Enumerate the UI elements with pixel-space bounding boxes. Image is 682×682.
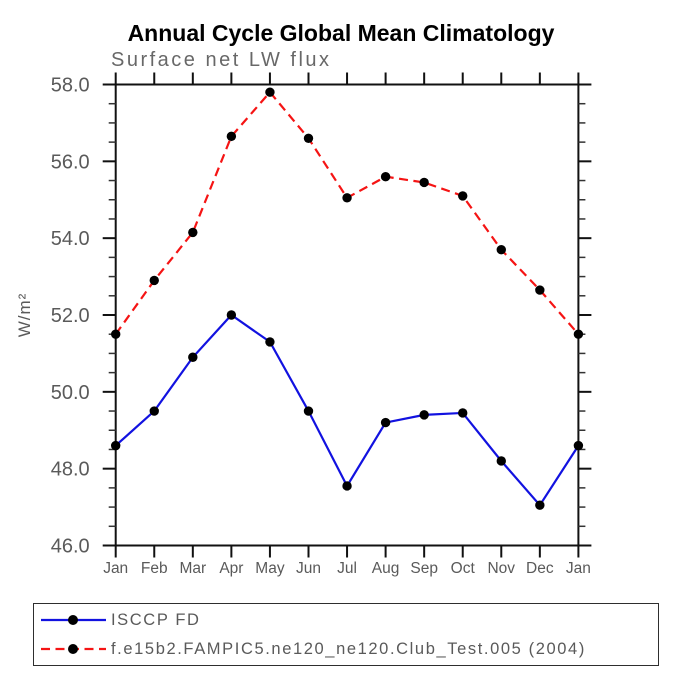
y-axis-tick-label: 58.0 <box>51 75 90 97</box>
plot-canvas: Jan Feb Mar Apr May Jun Jul Aug Sep Oct Nov Dec Jan 4… <box>15 72 592 577</box>
chart-subtitle: Surface net LW flux <box>111 49 332 71</box>
data-point-1-Jan <box>573 329 584 339</box>
legend-marker-dot <box>68 644 78 654</box>
x-axis-tick-label: Apr <box>219 560 243 577</box>
legend-label-model: f.e15b2.FAMPIC5.ne120_ne120.Club_Test.00… <box>111 639 586 658</box>
data-point-0-Jan <box>111 440 121 451</box>
x-axis-tick-label: Mar <box>179 560 206 577</box>
x-axis-tick-label: Jul <box>337 560 357 577</box>
data-point-1-Oct <box>458 191 468 201</box>
legend-solid-line-sample <box>41 615 106 625</box>
y-axis-tick-label: 54.0 <box>51 228 90 250</box>
data-point-1-Dec <box>535 285 545 295</box>
data-point-1-Nov <box>496 244 506 255</box>
x-axis-tick-label: Jan <box>566 560 591 577</box>
data-point-1-Jun <box>303 133 314 143</box>
legend-item-obs: ISCCP FD <box>34 607 658 633</box>
y-axis-label: W/m² <box>15 293 34 338</box>
data-point-0-Dec <box>535 500 545 510</box>
chart-title: Annual Cycle Global Mean Climatology <box>127 20 555 46</box>
x-axis-tick-label: Nov <box>487 560 515 577</box>
axis-box <box>114 83 580 547</box>
y-axis-tick-label: 56.0 <box>51 151 90 173</box>
y-axis-tick-label: 46.0 <box>51 536 90 558</box>
x-axis-tick-label: Dec <box>526 560 554 577</box>
data-point-1-Jul <box>342 193 352 203</box>
data-point-1-Aug <box>380 172 391 182</box>
x-axis-tick-label: Sep <box>410 560 438 577</box>
legend-dashed-line-sample <box>41 644 106 654</box>
data-point-0-Mar <box>188 352 198 362</box>
y-axis-tick-label: 48.0 <box>51 459 90 481</box>
legend-item-model: f.e15b2.FAMPIC5.ne120_ne120.Club_Test.00… <box>34 636 658 662</box>
y-axis-tick-label: 50.0 <box>51 382 90 404</box>
x-axis-tick-label: Jun <box>296 560 321 577</box>
x-axis-tick-label: Feb <box>141 560 168 577</box>
data-point-1-Mar <box>188 227 198 238</box>
x-axis-tick-label: May <box>255 560 285 577</box>
x-axis-tick-label: Aug <box>372 560 400 577</box>
data-point-0-Sep <box>419 410 429 420</box>
data-point-1-Sep <box>419 177 429 188</box>
data-point-0-Jun <box>303 406 314 416</box>
data-point-0-Jul <box>342 481 352 491</box>
series-line-0 <box>114 313 580 507</box>
x-axis-tick-label: Oct <box>451 560 476 577</box>
data-point-0-Nov <box>496 456 506 466</box>
data-point-0-Apr <box>226 310 237 320</box>
data-point-0-Oct <box>458 408 468 418</box>
data-point-0-Feb <box>149 406 159 416</box>
legend-marker-dot <box>68 615 78 625</box>
legend-label-obs: ISCCP FD <box>111 610 201 629</box>
data-point-0-May <box>265 337 275 347</box>
legend-box: ISCCP FD f.e15b2.FAMPIC5.ne120_ne120.Clu… <box>33 603 659 666</box>
data-point-0-Jan <box>573 440 584 451</box>
data-point-1-Feb <box>149 275 159 286</box>
x-axis-tick-label: Jan <box>103 560 128 577</box>
data-point-1-Apr <box>226 131 237 142</box>
y-axis-tick-label: 52.0 <box>51 305 90 327</box>
data-point-0-Aug <box>380 417 391 428</box>
data-point-1-Jan <box>111 329 121 339</box>
series-line-1 <box>114 90 580 335</box>
data-point-1-May <box>265 87 275 97</box>
